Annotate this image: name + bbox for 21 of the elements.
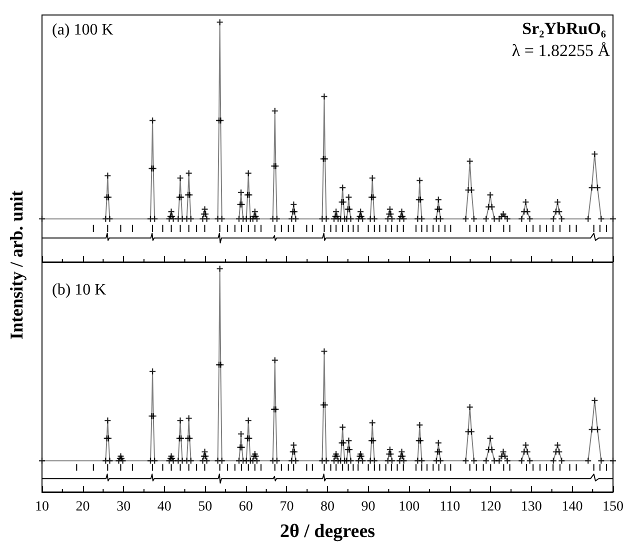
x-tick-label: 70 xyxy=(280,500,294,514)
x-tick-label: 60 xyxy=(238,500,253,514)
x-tick-label: 90 xyxy=(361,500,376,514)
x-tick-label: 50 xyxy=(198,500,212,514)
x-tick-label: 10 xyxy=(35,500,49,514)
x-axis-title: 2θ / degrees xyxy=(280,521,376,542)
x-tick-label: 140 xyxy=(562,500,583,514)
y-axis-title: Intensity / arb. unit xyxy=(6,190,28,340)
x-tick-label: 120 xyxy=(480,500,502,514)
x-tick-label: 110 xyxy=(440,500,460,514)
annotation: Sr₂YbRuO₆ xyxy=(522,19,606,38)
x-tick-label: 80 xyxy=(320,500,334,514)
annotation: λ = 1.82255 Å xyxy=(512,41,611,60)
x-tick-label: 40 xyxy=(157,500,172,514)
x-tick-label: 30 xyxy=(116,500,131,514)
x-tick-label: 130 xyxy=(520,500,542,514)
x-tick-label: 100 xyxy=(398,500,420,514)
x-tick-label: 150 xyxy=(602,500,624,514)
x-tick-label: 20 xyxy=(76,500,90,514)
annotation: (a) 100 K xyxy=(52,22,114,38)
annotation: (b) 10 K xyxy=(52,282,107,298)
